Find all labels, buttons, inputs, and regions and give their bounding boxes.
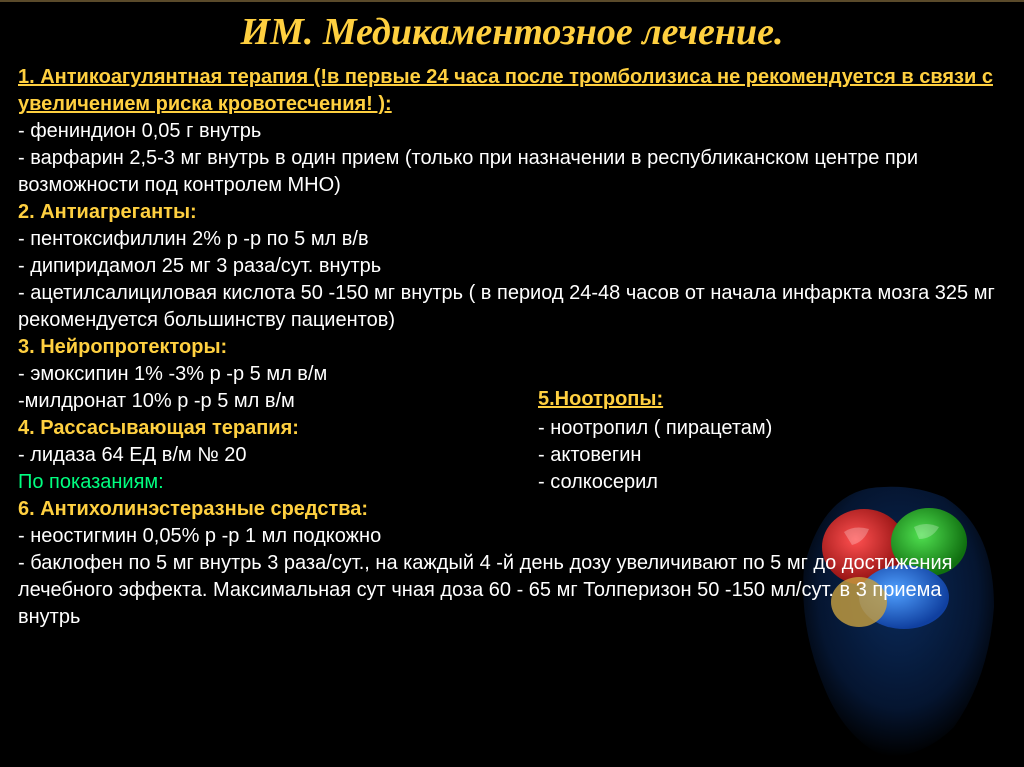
section4-heading: 4. Рассасывающая терапия: <box>18 415 538 442</box>
two-column-row: По показаниям: - солкосерил <box>18 469 1006 496</box>
section1-heading: 1. Антикоагулянтная терапия (!в первые 2… <box>18 64 1006 118</box>
section4-item: - лидаза 64 ЕД в/м № 20 <box>18 442 538 469</box>
section1-item: - фениндион 0,05 г внутрь <box>18 118 1006 145</box>
section3-heading: 3. Нейропротекторы: <box>18 334 1006 361</box>
section6-heading: 6. Антихолинэстеразные средства: <box>18 496 1006 523</box>
section6-item: - неостигмин 0,05% р -р 1 мл подкожно <box>18 523 1006 550</box>
section5-item: - солкосерил <box>538 469 1006 496</box>
section3-item: -милдронат 10% р -р 5 мл в/м <box>18 388 538 415</box>
section4-indication: По показаниям: <box>18 469 538 496</box>
slide-content: 1. Антикоагулянтная терапия (!в первые 2… <box>18 64 1006 631</box>
section5-item: - актовегин <box>538 442 1006 469</box>
section5-item: - ноотропил ( пирацетам) <box>538 415 1006 442</box>
two-column-row: -милдронат 10% р -р 5 мл в/м 5.Ноотропы: <box>18 388 1006 415</box>
section2-item: - дипиридамол 25 мг 3 раза/сут. внутрь <box>18 253 1006 280</box>
slide-title: ИМ. Медикаментозное лечение. <box>18 10 1006 54</box>
section5-heading: 5.Ноотропы: <box>538 388 1006 415</box>
two-column-row: - лидаза 64 ЕД в/м № 20 - актовегин <box>18 442 1006 469</box>
two-column-row: 4. Рассасывающая терапия: - ноотропил ( … <box>18 415 1006 442</box>
section1-item: - варфарин 2,5-3 мг внутрь в один прием … <box>18 145 1006 199</box>
slide-container: ИМ. Медикаментозное лечение. 1. Антикоаг… <box>0 0 1024 767</box>
section3-item: - эмоксипин 1% -3% р -р 5 мл в/м <box>18 361 1006 388</box>
section6-item: - баклофен по 5 мг внутрь 3 раза/сут., н… <box>18 550 1006 631</box>
section2-item: - ацетилсалициловая кислота 50 -150 мг в… <box>18 280 1006 334</box>
section2-item: - пентоксифиллин 2% р -р по 5 мл в/в <box>18 226 1006 253</box>
section2-heading: 2. Антиагреганты: <box>18 199 1006 226</box>
